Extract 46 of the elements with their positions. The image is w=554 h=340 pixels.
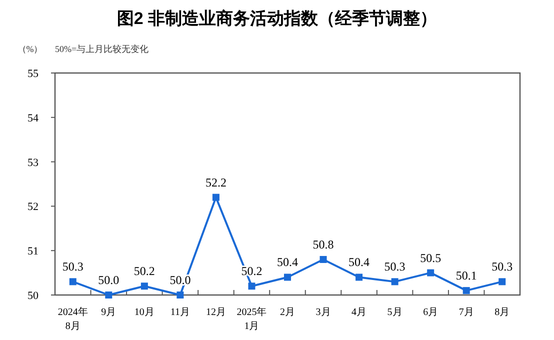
x-tick-label: 9月: [101, 307, 116, 318]
data-label: 50.8: [312, 237, 334, 252]
y-tick-label: 54: [28, 112, 39, 124]
data-label: 50.4: [348, 255, 370, 270]
data-label: 50.3: [384, 260, 406, 274]
x-tick-label: 7月: [458, 307, 474, 318]
text: 50%=与上月比较无变化: [55, 44, 149, 54]
point: [320, 256, 327, 263]
data-label: 50.0: [98, 273, 120, 287]
y-tick-label: 55: [28, 68, 39, 80]
point: [212, 194, 220, 201]
y-tick-label: 51: [28, 246, 38, 258]
x-tick-label: 5月: [387, 307, 402, 318]
y-axis-title: （%）: [17, 44, 43, 54]
chart-title: 图2 非制造业商务活动指数（经季节调整）: [116, 9, 438, 28]
y-tick-label: 52: [28, 201, 38, 214]
point: [176, 292, 184, 298]
point: [248, 282, 256, 290]
y-tick-label: 53: [28, 156, 39, 169]
data-label: 50.1: [456, 268, 477, 283]
data-label: 52.2: [205, 175, 226, 190]
point: [284, 274, 291, 281]
point: [391, 278, 398, 286]
x-tick-label: 2025年 1月: [236, 306, 267, 332]
x-tick-label: 8月: [494, 307, 510, 318]
point: [498, 278, 506, 286]
point: [462, 287, 470, 294]
data-label: 50.2: [134, 264, 155, 278]
y-tick-label: 50: [28, 290, 39, 302]
x-tick-label: 12月: [206, 307, 226, 318]
data-label: 50.3: [492, 260, 513, 274]
data-label: 50.5: [420, 250, 442, 265]
x-tick-label: 2024年 8月: [58, 306, 88, 332]
point: [356, 274, 363, 281]
x-tick-label: 6月: [423, 307, 438, 318]
data-label: 50.3: [62, 260, 84, 274]
point: [427, 269, 434, 276]
point: [140, 282, 148, 290]
point: [105, 292, 112, 298]
x-tick-label: 11月: [170, 307, 190, 318]
x-tick-label: 3月: [316, 307, 331, 318]
data-label: 50.4: [277, 255, 298, 270]
x-tick-label: 2月: [280, 307, 295, 318]
x-tick-label: 4月: [352, 307, 367, 318]
point: [69, 278, 76, 286]
x-tick-label: 10月: [134, 307, 154, 318]
